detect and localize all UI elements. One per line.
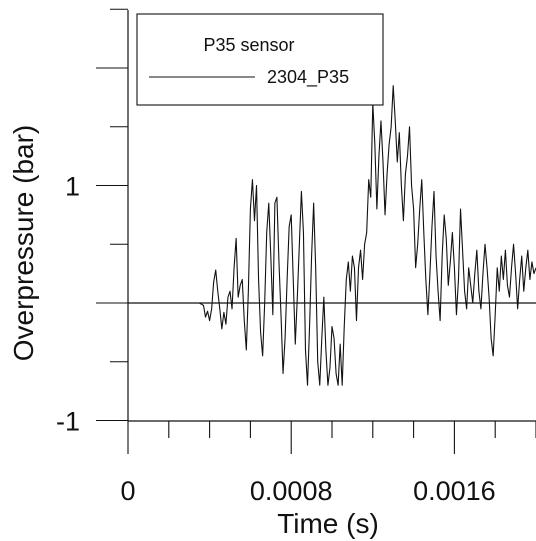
x-tick-label: 0.0008 bbox=[250, 476, 333, 506]
y-ticks bbox=[96, 8, 128, 422]
legend-title: P35 sensor bbox=[203, 35, 294, 55]
y-tick-labels: -1 1 bbox=[56, 172, 80, 437]
series-line-2304-p35 bbox=[128, 85, 536, 386]
legend-series-label: 2304_P35 bbox=[267, 67, 349, 88]
y-tick-label: 1 bbox=[65, 172, 80, 202]
x-axis-title: Time (s) bbox=[277, 508, 379, 539]
x-tick-label: 0 bbox=[120, 476, 135, 506]
legend: P35 sensor 2304_P35 bbox=[136, 13, 384, 106]
y-tick-label: -1 bbox=[56, 407, 80, 437]
x-ticks bbox=[127, 421, 536, 454]
x-tick-label: 0.0016 bbox=[413, 476, 496, 506]
x-tick-labels: 0 0.0008 0.0016 bbox=[120, 476, 495, 506]
y-axis-title: Overpressure (bar) bbox=[8, 125, 39, 362]
legend-box bbox=[136, 13, 384, 106]
